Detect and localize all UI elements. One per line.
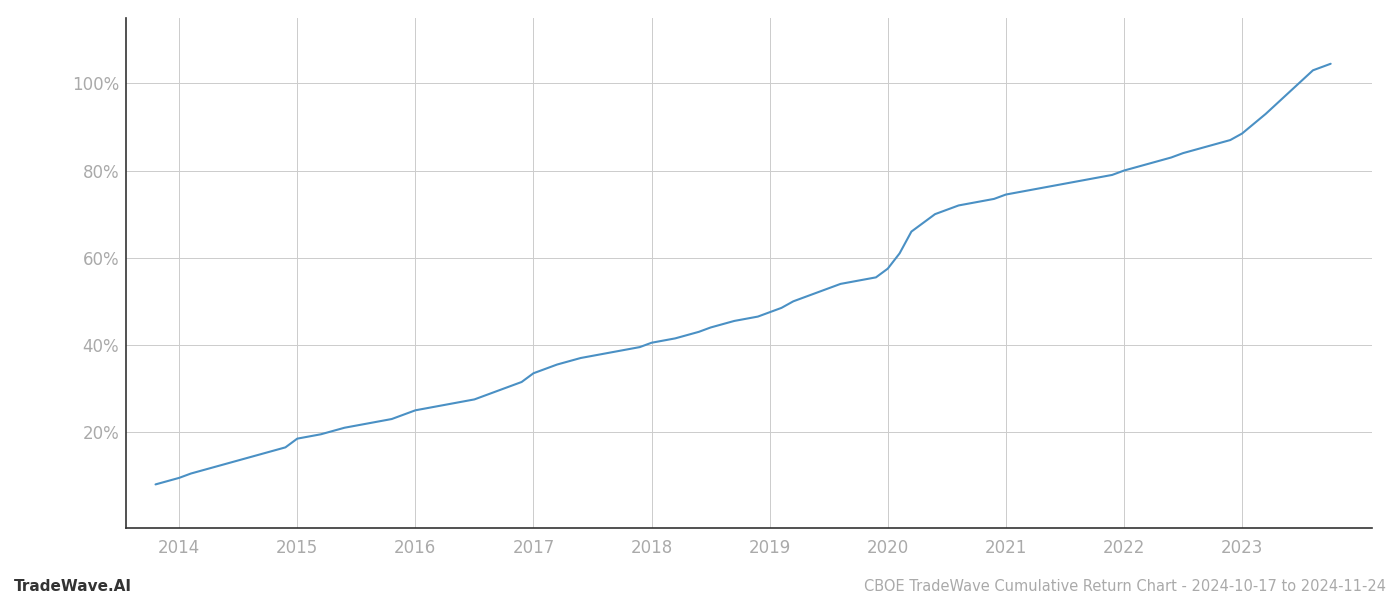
Text: CBOE TradeWave Cumulative Return Chart - 2024-10-17 to 2024-11-24: CBOE TradeWave Cumulative Return Chart -…	[864, 579, 1386, 594]
Text: TradeWave.AI: TradeWave.AI	[14, 579, 132, 594]
